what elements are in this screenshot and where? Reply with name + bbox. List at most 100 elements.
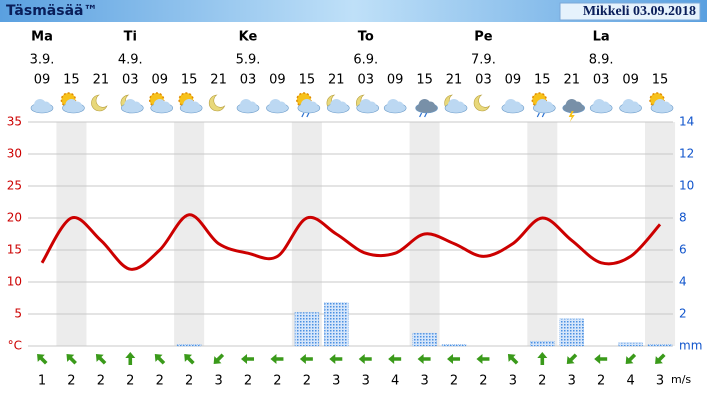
wind-arrow xyxy=(388,354,402,365)
cloud xyxy=(562,99,586,114)
date-label: 8.9. xyxy=(589,53,614,68)
cloud xyxy=(62,99,85,114)
wind-speed: 2 xyxy=(273,374,281,389)
time-label: 09 xyxy=(34,73,51,88)
wind-arrow xyxy=(95,354,107,365)
wind-arrow xyxy=(476,354,490,365)
y2-tick-label: 10 xyxy=(679,179,694,193)
time-label: 09 xyxy=(505,73,522,88)
widget-title: Täsmäsää™ xyxy=(6,3,97,19)
bolt xyxy=(568,111,575,122)
precip-bar xyxy=(294,312,320,347)
moon xyxy=(91,94,108,112)
cloud-part xyxy=(72,101,82,111)
cloud-part xyxy=(661,101,671,111)
wind-arrow xyxy=(447,353,461,364)
day-band xyxy=(527,122,558,346)
wind-arrow xyxy=(125,352,136,365)
day-label: La xyxy=(593,30,610,45)
wind-speed: 1 xyxy=(38,374,46,389)
y2-tick-label: 2 xyxy=(679,307,687,321)
day-band xyxy=(56,122,87,346)
y-tick-label: 25 xyxy=(7,179,22,193)
day-label: Ma xyxy=(31,30,53,45)
cloud xyxy=(589,99,613,114)
precip-bar xyxy=(441,344,467,347)
time-label: 15 xyxy=(299,73,316,88)
wind-arrow xyxy=(241,353,255,364)
wind-speed: 2 xyxy=(185,374,193,389)
wind-arrow xyxy=(66,354,77,365)
wind-speed: 2 xyxy=(244,374,252,389)
time-label: 03 xyxy=(122,73,139,88)
cloud xyxy=(533,99,556,114)
y-tick-label: 20 xyxy=(7,211,22,225)
wind-arrow xyxy=(417,353,431,364)
date-label: 7.9. xyxy=(471,53,496,68)
precip-bar xyxy=(618,342,643,347)
day-label: Ti xyxy=(124,30,137,45)
day-band xyxy=(291,122,322,346)
time-label: 21 xyxy=(210,73,227,88)
precip-bar xyxy=(412,333,437,347)
wind-arrow xyxy=(625,353,637,364)
time-label: 21 xyxy=(446,73,463,88)
time-label: 03 xyxy=(357,73,374,88)
day-label: To xyxy=(358,30,374,45)
rain xyxy=(301,112,310,118)
cloud xyxy=(501,99,525,114)
y-tick-label: 10 xyxy=(7,275,22,289)
wind-speed: 3 xyxy=(656,374,664,389)
date-label: 3.9. xyxy=(30,53,55,68)
cloud-part xyxy=(337,101,347,111)
wind-arrow xyxy=(329,353,343,364)
day-band xyxy=(174,122,205,346)
rain xyxy=(536,112,545,118)
wind-speed: 2 xyxy=(67,374,75,389)
y2-tick-label: mm xyxy=(679,339,702,353)
wind-arrow xyxy=(37,354,48,365)
cloud xyxy=(120,99,144,114)
cloud xyxy=(179,99,203,114)
rain xyxy=(419,112,428,118)
y2-tick-label: 14 xyxy=(679,115,694,129)
wind-speed: 3 xyxy=(568,374,576,389)
wind-unit: m/s xyxy=(671,373,691,386)
precip-bar xyxy=(176,344,202,347)
time-label: 21 xyxy=(563,73,580,88)
cloud-part xyxy=(190,101,200,111)
y2-tick-label: 4 xyxy=(679,275,687,289)
wind-speed: 3 xyxy=(362,374,370,389)
cloud xyxy=(150,99,174,114)
cloud-part xyxy=(161,101,171,111)
time-label: 15 xyxy=(416,73,433,88)
header-bar xyxy=(0,0,707,22)
temperature-line xyxy=(40,213,662,271)
precip-bar xyxy=(324,302,349,347)
time-label: 09 xyxy=(622,73,639,88)
cloud xyxy=(30,99,54,114)
time-label: 03 xyxy=(593,73,610,88)
wind-arrow xyxy=(537,352,548,365)
wind-speed: 3 xyxy=(214,374,222,389)
time-label: 15 xyxy=(63,73,80,88)
location-box xyxy=(559,2,701,21)
wind-arrow xyxy=(213,353,225,364)
y2-tick-label: 12 xyxy=(679,147,694,161)
time-label: 15 xyxy=(534,73,551,88)
cloud xyxy=(650,99,674,114)
date-label: 5.9. xyxy=(236,53,261,68)
wind-arrow xyxy=(358,354,372,365)
wind-arrow xyxy=(655,353,666,364)
cloud-part xyxy=(367,101,377,111)
cloud-part xyxy=(394,101,404,111)
cloud xyxy=(326,99,350,114)
wind-arrow xyxy=(154,354,166,365)
cloud xyxy=(266,99,289,114)
cloud-part xyxy=(573,101,583,111)
day-band xyxy=(645,122,676,346)
date-label: 6.9. xyxy=(353,53,378,68)
wind-speed: 2 xyxy=(303,374,311,389)
cloud-part xyxy=(41,101,51,111)
